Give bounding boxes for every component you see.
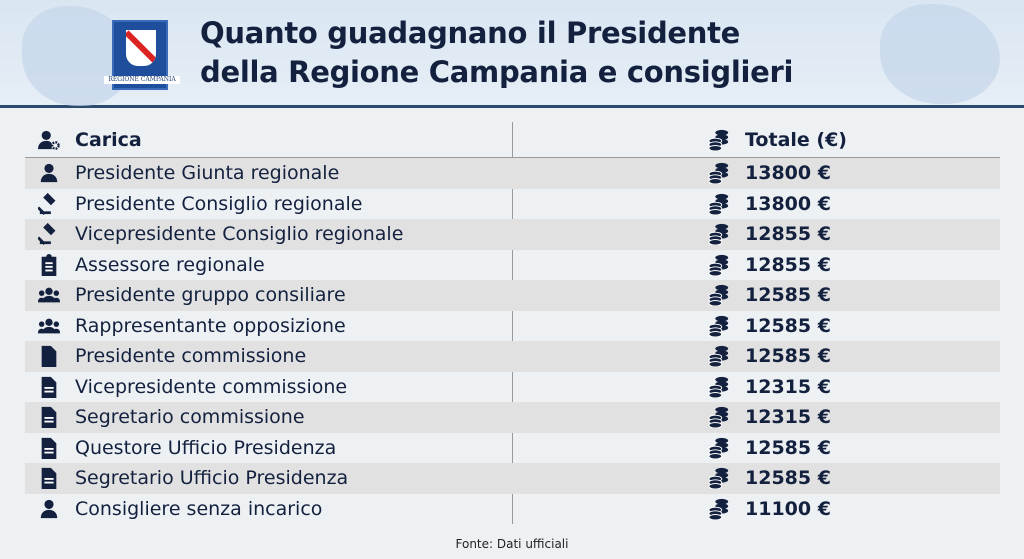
carica-cell: Consigliere senza incarico (75, 497, 323, 520)
coins-icon (707, 162, 731, 185)
coins-icon (707, 467, 731, 490)
table-row: Vicepresidente commissione 12315 € (25, 372, 1000, 403)
table-row: Rappresentante opposizione 12585 € (25, 311, 1000, 342)
coins-icon (707, 376, 731, 398)
table-row: Segretario Ufficio Presidenza 12585 € (25, 463, 1000, 494)
coins-icon (707, 223, 731, 246)
totale-cell: 12315 € (745, 375, 831, 398)
table-header-row: Carica Totale (€) (25, 122, 1000, 158)
file-icon (37, 345, 61, 368)
column-header-carica: Carica (75, 128, 142, 151)
table-row: Presidente Giunta regionale 13800 € (25, 158, 1000, 189)
table-row: Vicepresidente Consiglio regionale 12855 … (25, 219, 1000, 250)
file-text-icon (37, 376, 61, 398)
table-row: Presidente Consiglio regionale 13800 € (25, 189, 1000, 220)
carica-cell: Vicepresidente commissione (75, 375, 348, 398)
table-row: Segretario commissione 12315 € (25, 402, 1000, 433)
coins-icon (707, 315, 731, 337)
coins-icon (707, 345, 731, 368)
coins-icon (707, 284, 731, 307)
clipboard-icon (37, 253, 61, 276)
column-header-totale: Totale (€) (745, 128, 847, 151)
coins-icon (707, 498, 731, 520)
file-text-icon (37, 467, 61, 490)
carica-cell: Presidente commissione (75, 345, 307, 368)
totale-cell: 12315 € (745, 406, 831, 429)
gavel-icon (37, 223, 61, 246)
table-row: Presidente commissione 12585 € (25, 341, 1000, 372)
user-icon (37, 162, 61, 184)
carica-cell: Presidente Giunta regionale (75, 162, 340, 185)
carica-cell: Segretario Ufficio Presidenza (75, 467, 349, 490)
salary-table: Carica Totale (€) Presidente Giunta region… (25, 122, 1000, 524)
carica-cell: Rappresentante opposizione (75, 314, 346, 337)
file-text-icon (37, 406, 61, 429)
column-divider (512, 122, 513, 524)
carica-cell: Presidente Consiglio regionale (75, 192, 363, 215)
coins-icon (707, 129, 731, 151)
totale-cell: 12585 € (745, 436, 831, 459)
table-row: Consigliere senza incarico 11100 € (25, 494, 1000, 525)
table-row: Presidente gruppo consiliare 12585 € (25, 280, 1000, 311)
title-line-1: Quanto guadagnano il Presidente (200, 16, 741, 50)
totale-cell: 12585 € (745, 284, 831, 307)
campania-map-right (880, 4, 1000, 104)
totale-cell: 12585 € (745, 467, 831, 490)
users-icon (37, 315, 61, 337)
title-line-2: della Regione Campania e consiglieri (200, 55, 794, 89)
source-note: Fonte: Dati ufficiali (455, 537, 569, 551)
carica-cell: Vicepresidente Consiglio regionale (75, 223, 404, 246)
page-title: Quanto guadagnano il Presidente della Re… (200, 14, 793, 92)
gavel-icon (37, 192, 61, 215)
table-row: Assessore regionale 12855 € (25, 250, 1000, 281)
coins-icon (707, 406, 731, 429)
header: REGIONE CAMPANIA Quanto guadagnano il Pr… (0, 0, 1024, 108)
user-icon (37, 498, 61, 520)
carica-cell: Questore Ufficio Presidenza (75, 436, 337, 459)
carica-cell: Presidente gruppo consiliare (75, 284, 346, 307)
regione-campania-logo: REGIONE CAMPANIA (104, 20, 180, 90)
totale-cell: 12855 € (745, 253, 831, 276)
carica-cell: Assessore regionale (75, 253, 265, 276)
carica-cell: Segretario commissione (75, 406, 305, 429)
file-text-icon (37, 437, 61, 459)
users-icon (37, 284, 61, 306)
totale-cell: 12585 € (745, 345, 831, 368)
coins-icon (707, 437, 731, 459)
totale-cell: 11100 € (745, 497, 831, 520)
logo-text: REGIONE CAMPANIA (104, 76, 180, 84)
totale-cell: 12585 € (745, 314, 831, 337)
totale-cell: 13800 € (745, 162, 831, 185)
totale-cell: 12855 € (745, 223, 831, 246)
totale-cell: 13800 € (745, 192, 831, 215)
coins-icon (707, 254, 731, 276)
coins-icon (707, 193, 731, 215)
table-row: Questore Ufficio Presidenza 12585 € (25, 433, 1000, 464)
user-gear-icon (37, 129, 61, 151)
